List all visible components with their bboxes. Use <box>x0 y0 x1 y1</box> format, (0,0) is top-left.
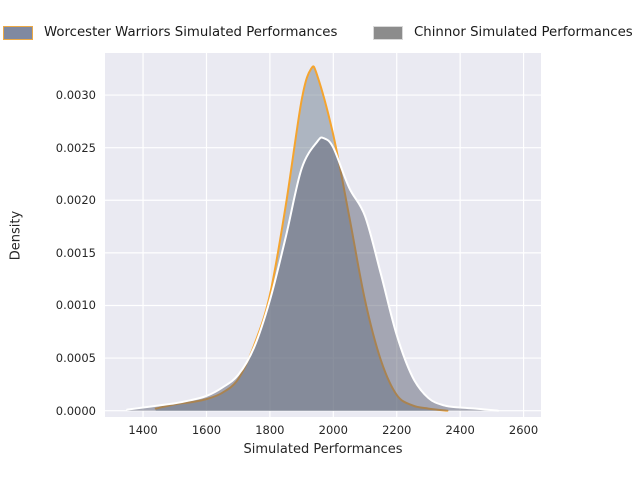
plot-area <box>105 53 541 417</box>
y-tick-label: 0.0015 <box>55 245 96 260</box>
x-tick-label: 2200 <box>382 423 412 437</box>
x-tick-label: 1800 <box>255 423 285 437</box>
density-chart <box>105 53 541 417</box>
legend-entry-worcester-warriors: Worcester Warriors Simulated Performance… <box>3 24 337 41</box>
legend-label-chinnor: Chinnor Simulated Performances <box>414 25 633 40</box>
y-tick-label: 0.0000 <box>55 403 96 418</box>
x-tick-label: 1600 <box>191 423 222 437</box>
y-tick-label: 0.0010 <box>55 298 96 313</box>
chinnor-density-area <box>127 137 499 411</box>
y-axis-title: Density <box>8 210 24 261</box>
y-tick-label: 0.0005 <box>55 351 96 366</box>
y-tick-label: 0.0030 <box>55 88 96 103</box>
x-tick-label: 1400 <box>128 423 158 437</box>
chinnor-density-line <box>126 136 500 412</box>
legend-entry-chinnor: Chinnor Simulated Performances <box>373 24 633 41</box>
x-tick-label: 2400 <box>445 423 475 437</box>
worcester-warriors-legend-swatch <box>3 25 33 40</box>
y-tick-label: 0.0025 <box>55 140 96 155</box>
chinnor-legend-swatch <box>373 25 403 40</box>
x-tick-label: 2600 <box>508 423 539 437</box>
y-tick-label: 0.0020 <box>55 193 96 208</box>
x-axis-title: Simulated Performances <box>243 442 403 457</box>
x-tick-label: 2000 <box>318 423 348 437</box>
legend-label-worcester-warriors: Worcester Warriors Simulated Performance… <box>44 25 338 40</box>
